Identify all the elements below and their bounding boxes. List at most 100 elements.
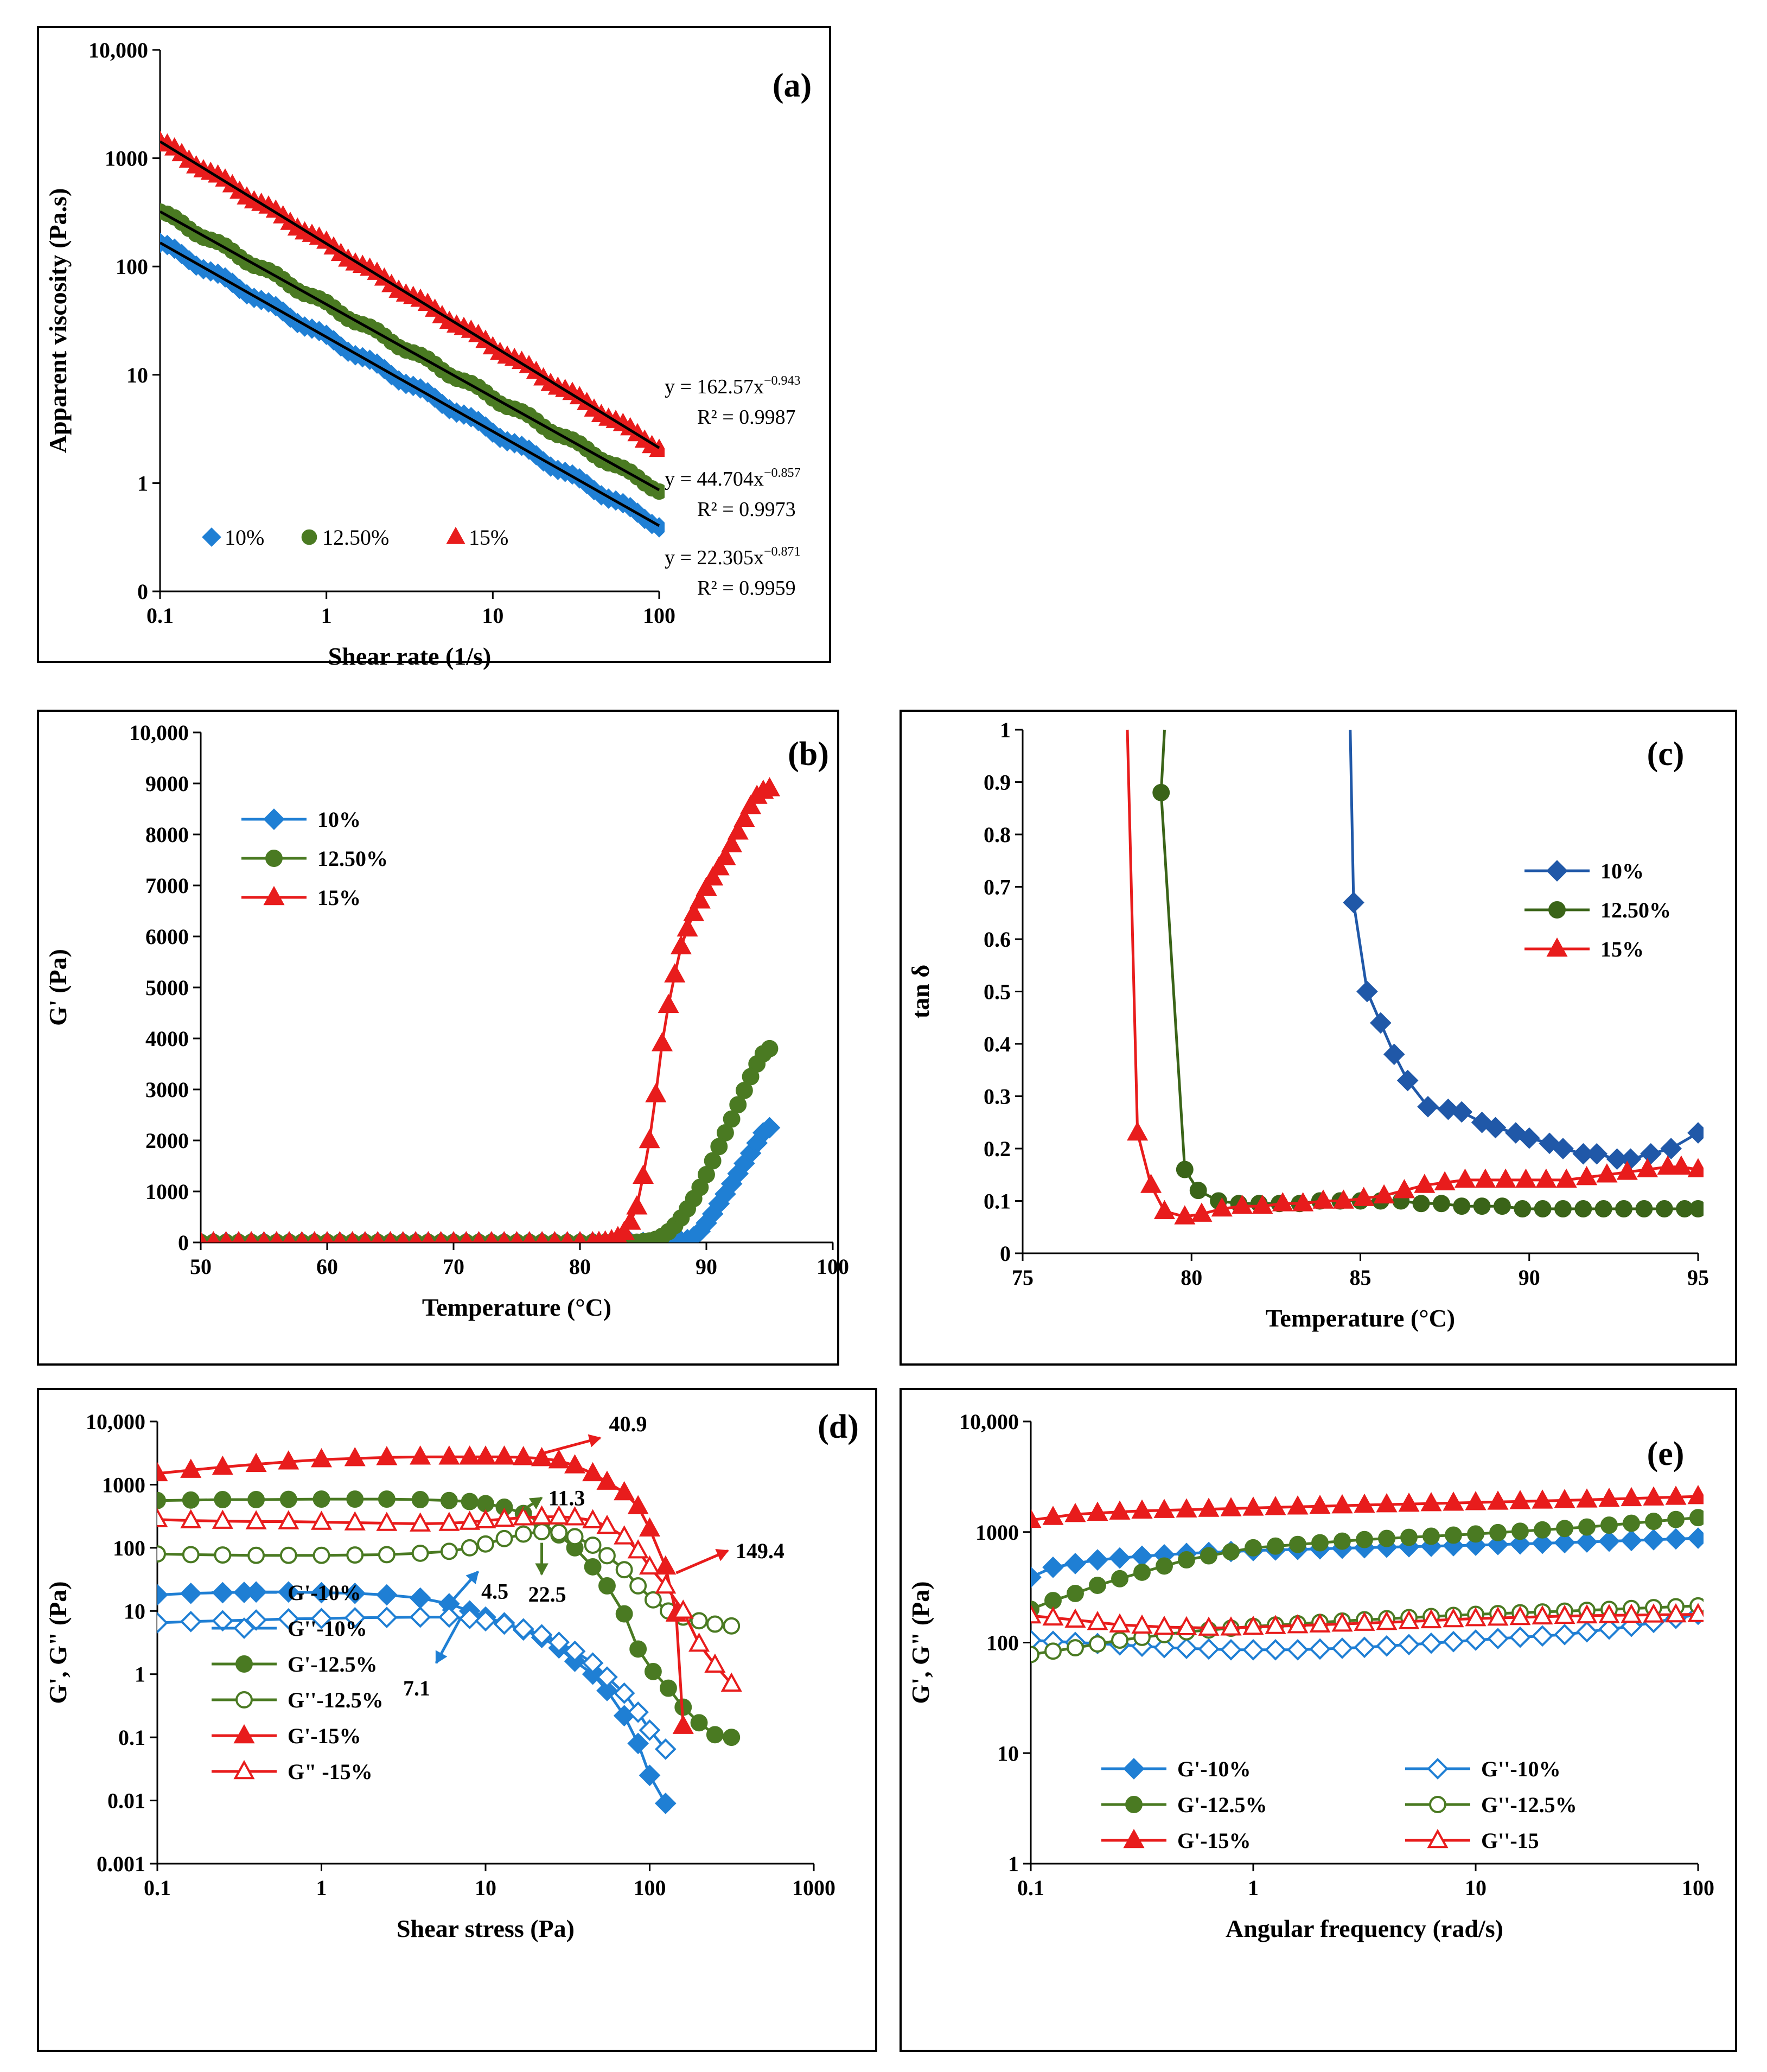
data-point: [1031, 1629, 1042, 1652]
data-point: [658, 993, 679, 1013]
data-point: [596, 1680, 618, 1701]
data-point: [1621, 1603, 1642, 1623]
data-point: [1287, 1639, 1309, 1661]
data-point: [257, 1231, 271, 1242]
callout: 22.5: [528, 1542, 566, 1606]
data-point: [1437, 1098, 1459, 1120]
data-point: [582, 1462, 604, 1482]
data-point: [1687, 1603, 1704, 1622]
data-point: [1660, 1138, 1682, 1159]
y-tick-label: 1000: [145, 1180, 189, 1204]
data-point: [346, 1546, 364, 1564]
legend: 10% 12.50% 15%: [1524, 859, 1671, 961]
data-point: [1554, 1623, 1575, 1646]
data-point: [485, 1231, 498, 1242]
data-point: [644, 1591, 662, 1609]
data-point: [582, 1509, 604, 1528]
data-point: [1687, 1484, 1704, 1504]
data-point: [1687, 1527, 1704, 1549]
data-point: [1420, 1632, 1442, 1654]
y-tick-label: 6000: [145, 925, 189, 949]
data-point: [1487, 1606, 1509, 1626]
data-point: [308, 1231, 321, 1242]
y-tick-label: 10,000: [86, 1410, 145, 1434]
data-point: [626, 1195, 648, 1215]
callout-arrowhead: [535, 1563, 548, 1576]
data-point: [1220, 1639, 1242, 1661]
data-point: [1495, 1168, 1516, 1188]
legend-marker: [1546, 860, 1568, 882]
data-point: [627, 1539, 649, 1559]
y-tick-label: 8000: [145, 823, 189, 847]
data-point: [513, 1506, 534, 1526]
panel-d: 0.1 1 10 100 1000 0.001 0.01 0.1 1 10 100 1000 10,00…: [37, 1388, 877, 2052]
data-point: [1451, 1101, 1473, 1123]
data-point: [654, 1738, 677, 1760]
panel-label: (d): [818, 1408, 859, 1445]
x-tick-label: 100: [816, 1254, 849, 1279]
y-tick-label: 100: [116, 254, 148, 279]
x-tick-label: 100: [634, 1876, 666, 1900]
data-point: [1353, 1187, 1375, 1206]
data-point: [1445, 1526, 1462, 1544]
data-point: [376, 1606, 398, 1629]
data-point: [564, 1506, 586, 1526]
data-point: [1252, 1195, 1273, 1214]
data-point: [1621, 1529, 1642, 1552]
legend-label: 15%: [1600, 937, 1644, 961]
data-point: [1354, 1636, 1375, 1659]
y-tick-label: 10,000: [88, 38, 148, 62]
data-point: [247, 1491, 265, 1508]
data-point: [1534, 1200, 1552, 1217]
data-point: [232, 1231, 245, 1242]
series-G''-12.5%: [157, 1523, 741, 1635]
data-point: [1475, 1168, 1496, 1188]
x-tick-label: 80: [1181, 1265, 1202, 1290]
y-axis-title: Apparent viscosity (Pa.s): [44, 188, 72, 454]
data-point: [729, 1096, 747, 1114]
x-tick-label: 70: [443, 1254, 464, 1279]
data-point: [247, 1546, 265, 1564]
data-point: [214, 1546, 232, 1564]
data-point: [1554, 1604, 1575, 1624]
panel-b: 50 60 70 80 90 100010002000300040005000600070…: [37, 710, 849, 1366]
data-point: [346, 1490, 364, 1508]
data-point: [523, 1231, 536, 1242]
data-point: [1689, 1509, 1704, 1527]
data-point: [1153, 1200, 1175, 1220]
data-point: [704, 1152, 722, 1170]
data-point: [458, 1608, 481, 1629]
data-point: [279, 1546, 297, 1564]
data-point: [733, 807, 755, 827]
y-axis-title: G', G" (Pa): [907, 1581, 934, 1704]
data-point: [723, 1617, 741, 1635]
x-tick-label: 1000: [792, 1876, 835, 1900]
data-point: [1111, 1631, 1128, 1649]
data-point: [1370, 1012, 1392, 1034]
data-point: [1376, 1635, 1398, 1657]
data-point: [1598, 1530, 1620, 1552]
data-point: [493, 1445, 515, 1465]
data-point: [1109, 1500, 1131, 1520]
equation-text: y = 162.57x−0.943: [665, 374, 800, 398]
legend-marker: [1548, 901, 1566, 919]
legend-label: G'-10%: [1177, 1757, 1251, 1781]
data-point: [598, 1577, 616, 1595]
data-point: [1311, 1534, 1329, 1552]
x-tick-label: 0.1: [1017, 1876, 1044, 1900]
data-point: [212, 1610, 234, 1632]
data-point: [1598, 1618, 1620, 1640]
legend-marker: [235, 1691, 253, 1708]
legend-label: G''-15: [1481, 1828, 1539, 1853]
series-15%: [201, 777, 781, 1242]
data-point: [1509, 1605, 1531, 1625]
data-point: [1287, 1614, 1309, 1634]
data-point: [1067, 1584, 1084, 1602]
data-point: [596, 1514, 618, 1534]
data-point: [321, 1231, 334, 1242]
callout-label: 7.1: [403, 1676, 430, 1700]
panel-label: (a): [773, 67, 812, 104]
data-point: [1378, 1529, 1395, 1547]
data-point: [1657, 1155, 1679, 1175]
data-point: [1109, 1613, 1131, 1633]
